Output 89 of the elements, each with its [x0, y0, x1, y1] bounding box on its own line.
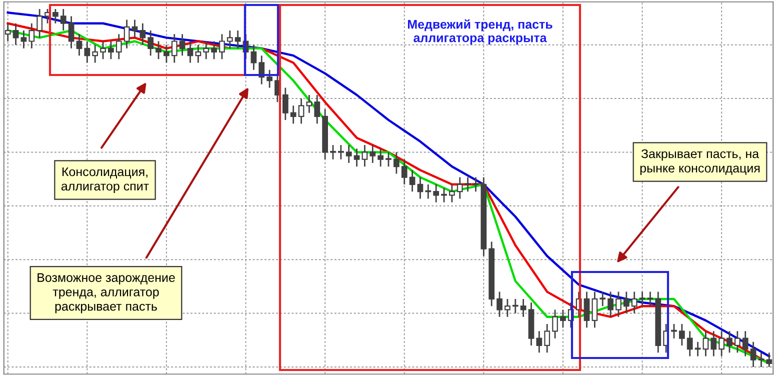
candlestick [108, 40, 114, 60]
candlestick [76, 33, 82, 56]
candlestick [433, 184, 440, 204]
candlestick [552, 309, 558, 340]
candlestick [346, 144, 352, 164]
candlestick [631, 291, 638, 314]
candlestick [742, 330, 748, 357]
candlestick [449, 184, 455, 204]
candlestick [718, 330, 725, 357]
candlestick [92, 44, 98, 64]
candlestick [536, 330, 542, 354]
candlestick [726, 330, 732, 354]
candlestick [28, 22, 35, 50]
candlestick [464, 176, 471, 192]
annotation: Закрывает пасть, на рынке консолидация [640, 149, 760, 176]
candlestick [496, 291, 502, 318]
candlestick [156, 40, 162, 60]
candlestick [234, 30, 241, 50]
candlestick [520, 298, 526, 318]
candlestick [456, 176, 463, 200]
candlestick [132, 19, 138, 38]
candlestick [362, 144, 368, 168]
candlestick [203, 40, 210, 60]
candlestick [544, 323, 550, 354]
candlestick [386, 152, 392, 168]
candlestick [600, 291, 606, 307]
candlestick [330, 144, 336, 160]
candlestick [164, 44, 170, 64]
candlestick [60, 8, 66, 32]
candlestick [639, 291, 646, 307]
candlestick [36, 8, 43, 38]
candlestick [171, 33, 178, 64]
candlestick [298, 98, 304, 124]
candlestick [584, 291, 590, 328]
candlestick [100, 40, 106, 60]
candlestick [750, 341, 756, 368]
candlestick [4, 22, 11, 42]
candlestick [195, 44, 202, 64]
candlestick [140, 22, 146, 46]
candlestick [623, 291, 630, 314]
candlestick [504, 298, 510, 318]
candlestick [290, 104, 296, 124]
candlestick [187, 40, 194, 64]
candlestick [608, 291, 614, 318]
candlestick [20, 30, 27, 50]
candlestick [378, 148, 384, 168]
candlestick [250, 44, 257, 71]
candlestick [116, 33, 122, 60]
annotation: Возможное зарождение тренда, аллигатор раскрывает пасть [38, 273, 175, 314]
candlestick [219, 33, 225, 60]
candlestick [68, 16, 74, 50]
candlestick [282, 87, 288, 121]
candlestick [12, 22, 19, 46]
candlestick [441, 187, 447, 204]
candlestick [417, 176, 424, 200]
candlestick [124, 19, 130, 50]
candlestick [148, 30, 154, 56]
candlestick [393, 152, 400, 174]
candlestick [512, 298, 518, 314]
candlestick [226, 30, 233, 50]
candlestick [306, 94, 312, 114]
candlestick [686, 330, 693, 357]
candlestick [314, 94, 320, 124]
candlestick [266, 69, 272, 88]
candlestick [211, 40, 217, 60]
candlestick [179, 33, 186, 56]
candlestick [338, 144, 344, 160]
candlestick [425, 184, 432, 200]
candlestick [702, 330, 709, 357]
candlestick [766, 352, 772, 368]
candlestick [258, 54, 265, 85]
candlestick [409, 169, 416, 192]
candlestick [758, 352, 764, 368]
annotation: Медвежий тренд, пасть аллигатора раскрыта [408, 19, 552, 45]
candlestick [710, 330, 717, 357]
candlestick [678, 323, 685, 346]
candlestick [560, 309, 566, 328]
candlestick [592, 291, 598, 328]
candlestick [734, 330, 740, 354]
annotation: Консолидация, аллигатор спит [61, 167, 149, 194]
candlestick [671, 323, 677, 340]
candlestick [354, 148, 360, 168]
candlestick [616, 291, 622, 318]
candlestick [370, 144, 376, 164]
candlestick [647, 291, 654, 307]
candlestick [84, 40, 90, 64]
candlestick [52, 8, 58, 24]
candlestick [472, 176, 479, 192]
candlestick [401, 158, 408, 186]
